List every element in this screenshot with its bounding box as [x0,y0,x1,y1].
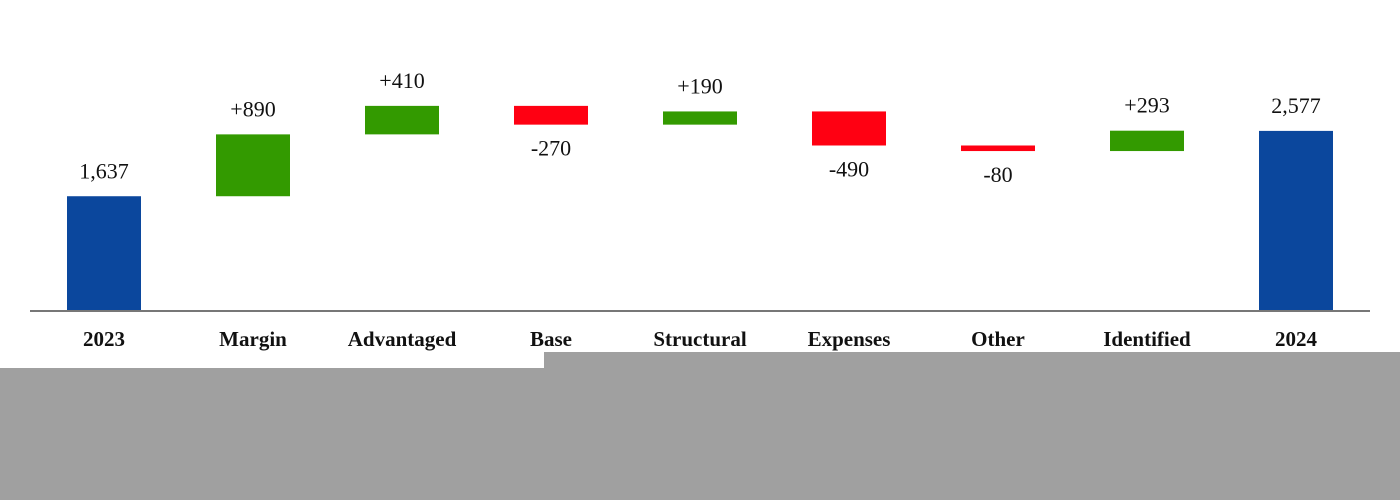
bar [812,111,886,146]
bar [216,134,290,197]
x-tick-label: Base [530,327,572,351]
value-label: -490 [829,157,869,182]
x-tick-label: 2024 [1275,327,1318,351]
value-label: 2,577 [1271,93,1321,118]
value-label: 1,637 [79,158,129,183]
value-label: +293 [1124,93,1169,118]
plot: 1,637 2023 +890 Margin +410 Advantaged -270 Bas… [67,68,1333,351]
value-label: -270 [531,136,571,161]
bar [67,196,141,310]
x-tick-label: Expenses [808,327,891,351]
value-label: +890 [230,96,275,121]
bar [1110,130,1184,152]
occlusion [0,352,1400,500]
x-tick-label: Advantaged [348,327,457,351]
value-label: +410 [379,68,424,93]
x-tick-label: Other [971,327,1025,351]
bar [663,111,737,125]
x-tick-label: Margin [219,327,287,351]
bar [514,105,588,125]
x-tick-label: Structural [653,327,746,351]
x-tick-label: Identified [1103,327,1191,351]
x-tick-label: 2023 [83,327,125,351]
bar [365,105,439,135]
value-label: -80 [983,162,1012,187]
value-label: +190 [677,73,722,98]
bar [961,145,1035,152]
bar [1259,130,1333,310]
